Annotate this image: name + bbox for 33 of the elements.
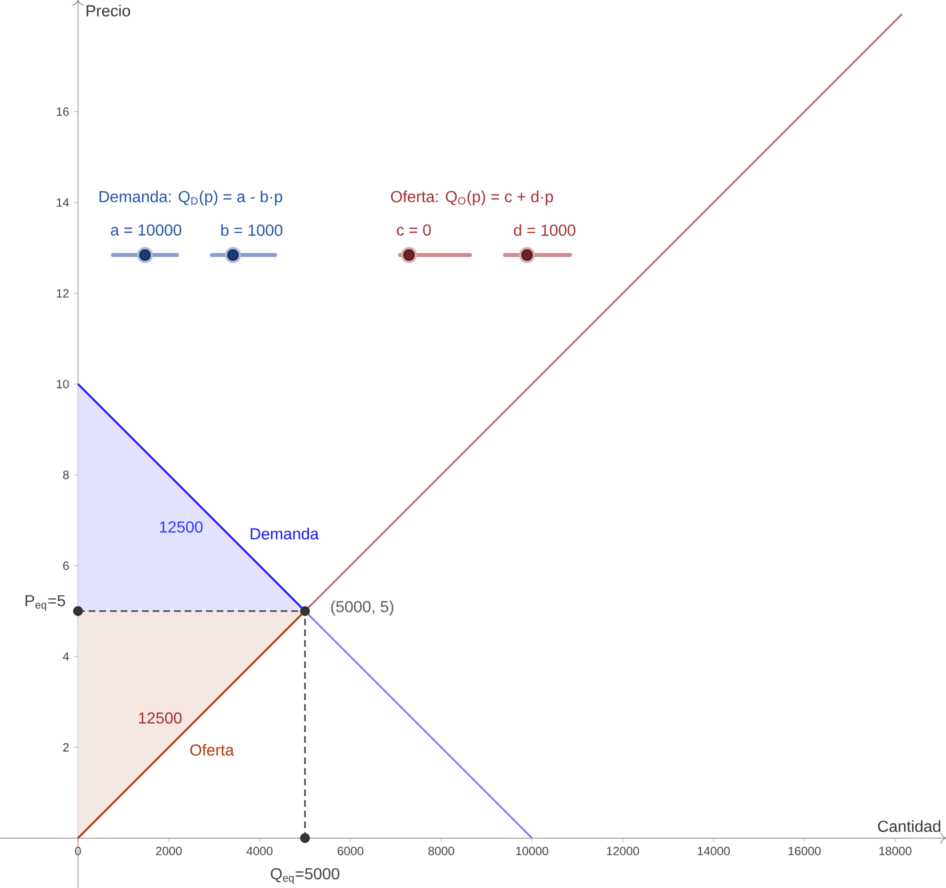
series-label: Oferta — [190, 744, 234, 756]
x-tick-label: 6000 — [338, 846, 364, 856]
y-tick-label: 12 — [56, 289, 69, 298]
y-tick-label: 16 — [56, 107, 69, 116]
x-tick-label: 8000 — [428, 846, 454, 856]
x-tick-label: 16000 — [788, 846, 821, 856]
x-tick-label: 10000 — [516, 846, 548, 856]
y-axis-title: Precio — [86, 4, 130, 16]
x-tick-label: 2000 — [156, 846, 182, 856]
y-tick-label: 10 — [56, 380, 69, 388]
y-tick-label: 2 — [63, 743, 69, 752]
x-tick-label: 0 — [75, 846, 81, 856]
series-label: Demanda — [250, 528, 319, 540]
annotation: Oferta: Q$_{O}$(p) = c + d·p — [391, 190, 553, 206]
y-tick-label: 14 — [56, 198, 69, 207]
annotation: (5000, 5) — [331, 600, 394, 616]
annotation: b = 1000 — [221, 224, 282, 236]
y-tick-label: 8 — [63, 470, 69, 480]
annotation: c = 0 — [396, 224, 431, 236]
y-tick-label: 6 — [63, 561, 69, 570]
annotation: 12500 — [160, 521, 203, 533]
x-tick-label: 12000 — [607, 846, 640, 856]
annotation: Demanda: Q$_{D}$(p) = a - b·p — [100, 190, 282, 206]
x-tick-label: 4000 — [246, 846, 272, 856]
x-tick-label: 18000 — [879, 846, 912, 856]
y-tick-label: 4 — [62, 652, 69, 661]
x-axis-title: Cantidad — [878, 820, 940, 832]
annotation: P$_{eq}$=5 — [26, 595, 66, 611]
annotation: a = 10000 — [110, 224, 182, 236]
annotation: 12500 — [138, 712, 182, 724]
x-tick-label: 14000 — [698, 846, 730, 856]
annotation: d = 1000 — [514, 224, 576, 236]
annotation: Q$_{eq}$=5000 — [270, 868, 340, 884]
